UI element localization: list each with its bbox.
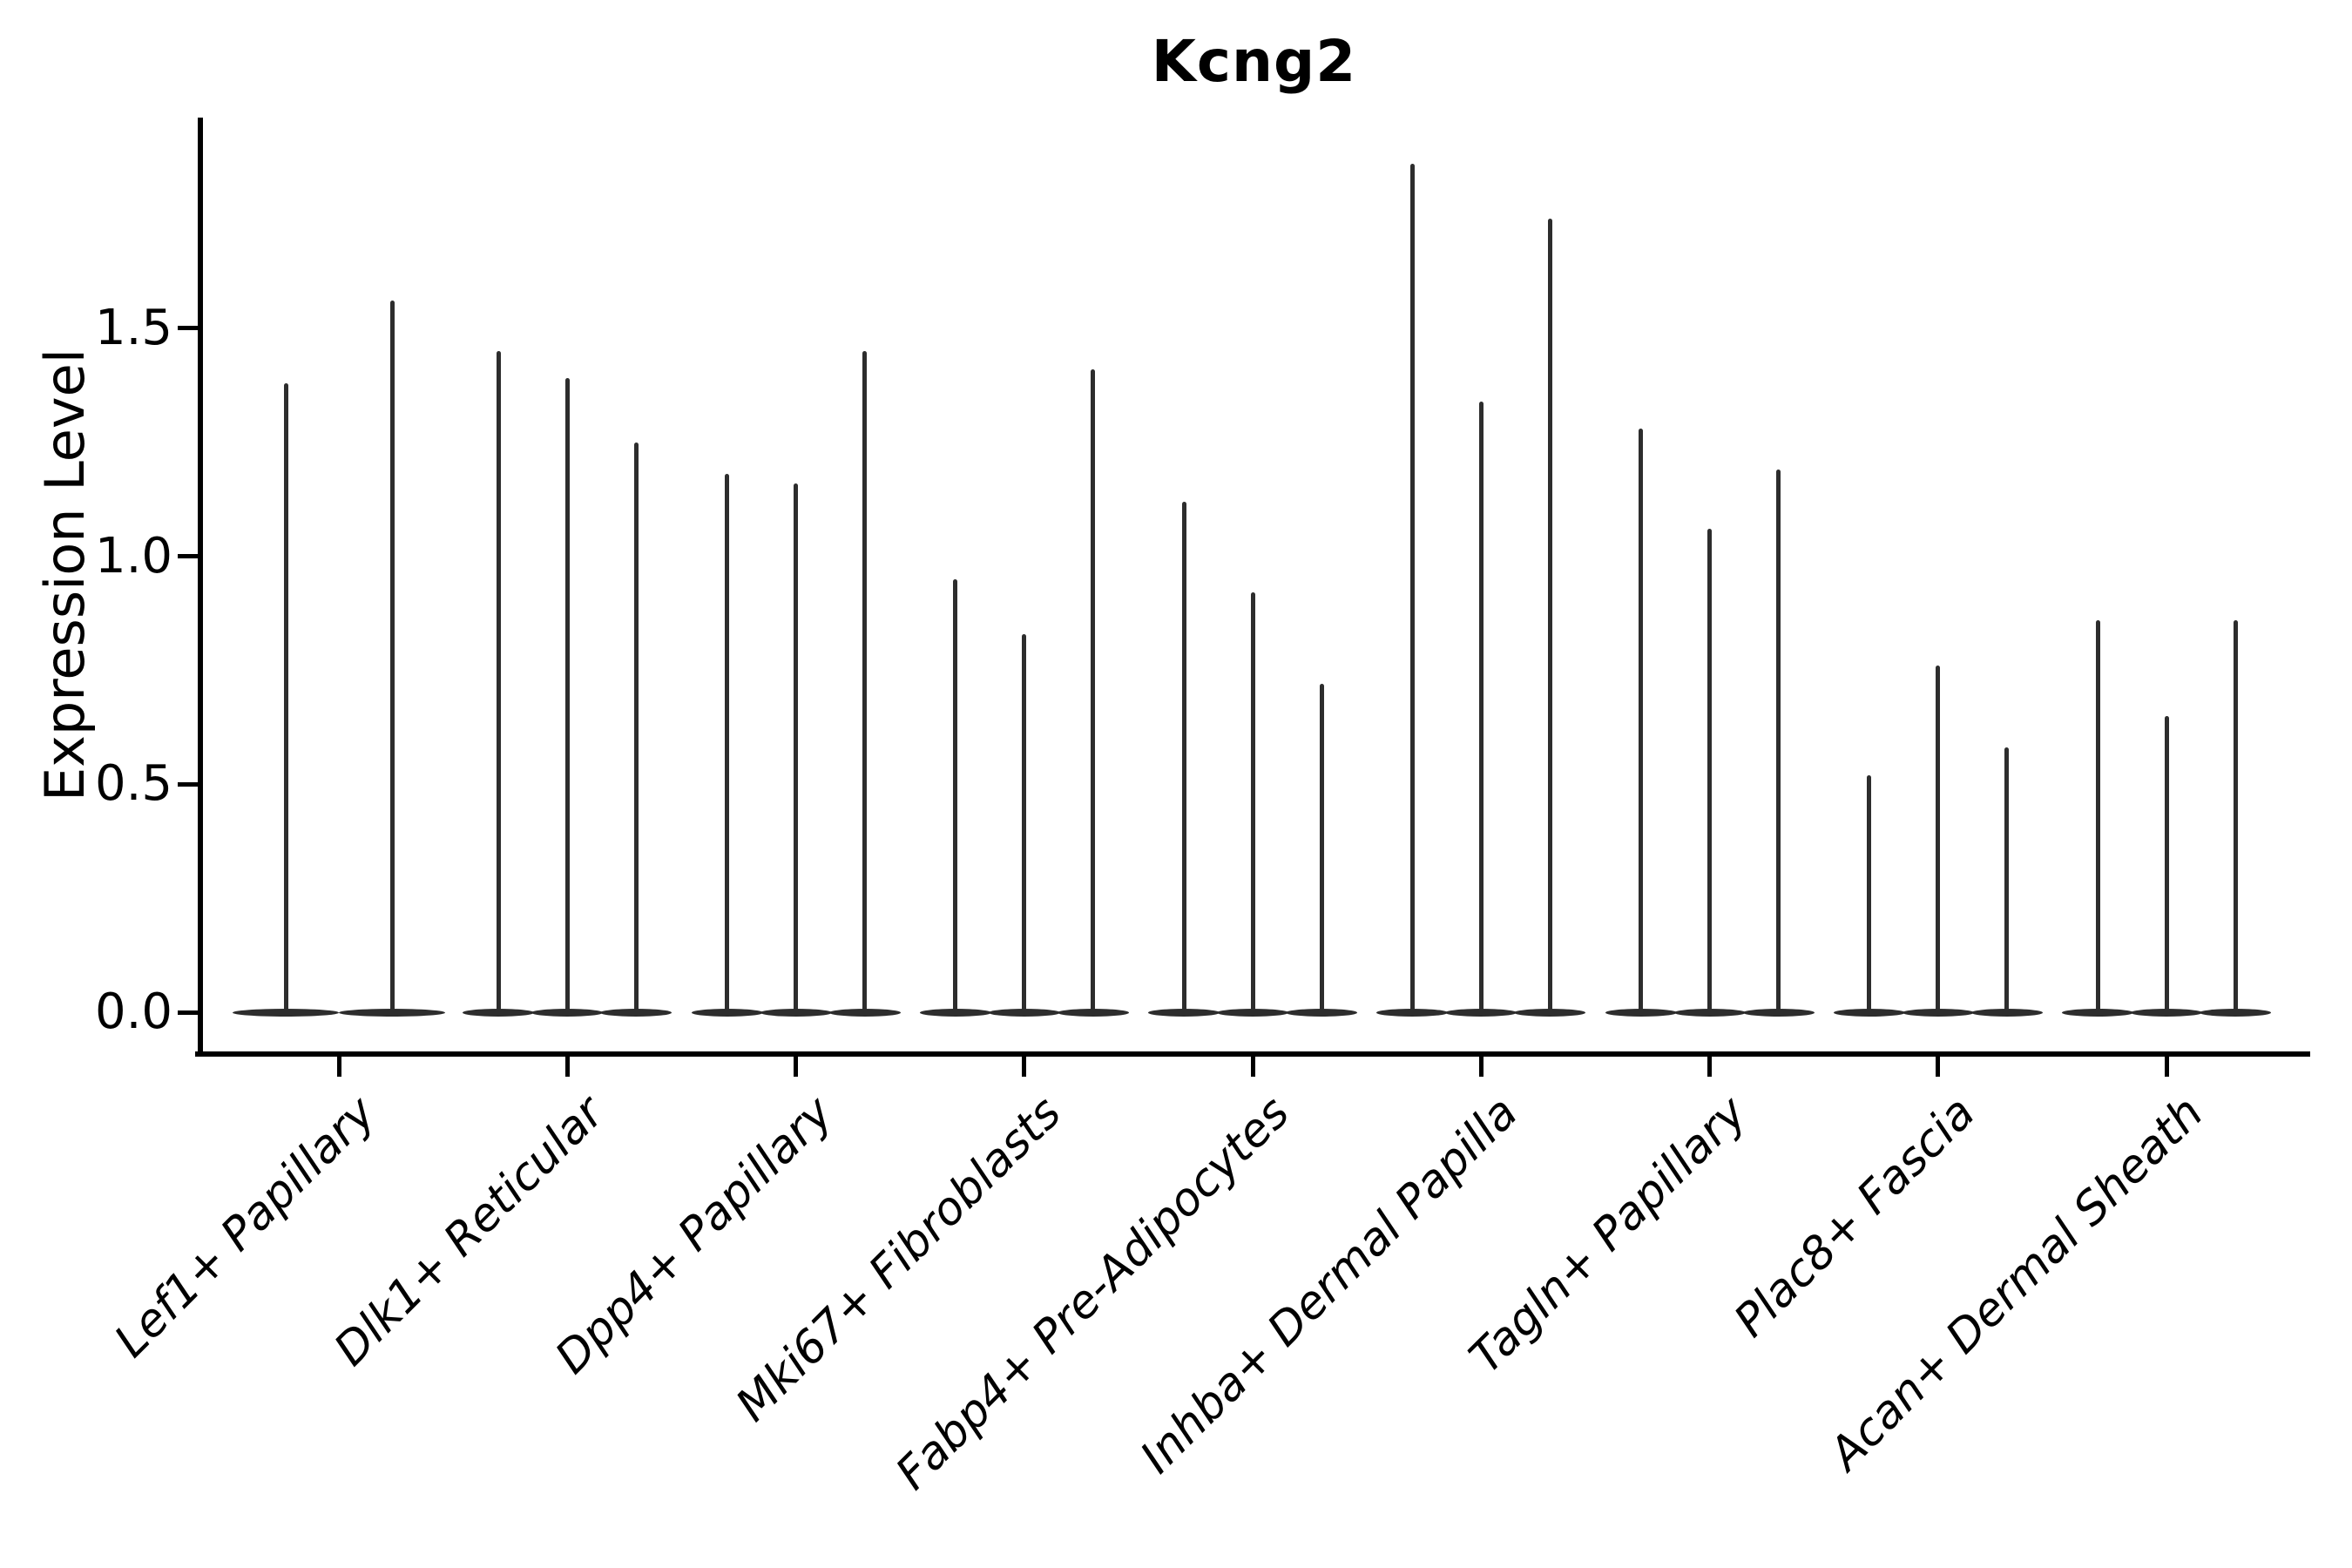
violin-base <box>1833 1008 1905 1017</box>
violin-base <box>2200 1008 2271 1017</box>
violin-base <box>2131 1008 2202 1017</box>
violin-base <box>1605 1008 1677 1017</box>
violin-base <box>1148 1008 1220 1017</box>
violin-spike <box>1776 470 1781 1016</box>
x-axis-spine <box>195 1051 2310 1057</box>
y-tick-label: 0.0 <box>94 983 172 1040</box>
violin-spike <box>2164 715 2169 1016</box>
violin-spike <box>2233 619 2238 1016</box>
x-tick <box>794 1057 798 1077</box>
y-tick <box>178 326 198 331</box>
violin-base <box>1376 1008 1449 1017</box>
violin-spike <box>725 474 729 1016</box>
violin-spike <box>1319 684 1324 1016</box>
violin-base <box>1742 1008 1815 1017</box>
violin-spike <box>1707 529 1712 1016</box>
violin-base <box>1057 1008 1129 1017</box>
violin-spike <box>1547 219 1552 1016</box>
violin-base <box>760 1008 832 1017</box>
violin-base <box>828 1008 901 1017</box>
violin-spike <box>1022 633 1027 1016</box>
violin-spike <box>862 351 867 1016</box>
violin-base <box>1514 1008 1586 1017</box>
x-tick <box>564 1057 570 1077</box>
violin-spike <box>2095 619 2100 1016</box>
y-tick-label: 1.0 <box>94 527 172 585</box>
violin-base <box>1673 1008 1746 1017</box>
violin-base <box>1445 1008 1517 1017</box>
violin-spike <box>1091 369 1096 1016</box>
x-tick <box>1250 1057 1255 1077</box>
violin-base <box>339 1008 445 1017</box>
violin-spike <box>953 578 958 1016</box>
violin-spike <box>389 301 395 1016</box>
x-tick <box>1022 1057 1027 1077</box>
violin-base <box>233 1008 339 1017</box>
y-tick <box>178 781 198 787</box>
y-tick <box>178 554 198 559</box>
violin-base <box>919 1008 991 1017</box>
violin-base <box>600 1008 672 1017</box>
violin-spike <box>496 351 501 1016</box>
x-tick <box>1936 1057 1941 1077</box>
violin-spike <box>1181 501 1186 1016</box>
violin-base <box>2062 1008 2133 1017</box>
violin-base <box>1902 1008 1974 1017</box>
violin-base <box>463 1008 535 1017</box>
violin-base <box>1286 1008 1357 1017</box>
y-tick <box>178 1010 198 1015</box>
y-tick-label: 0.5 <box>94 755 172 813</box>
violin-spike <box>1250 592 1255 1016</box>
violin-spike <box>1867 774 1872 1016</box>
violin-spike <box>283 382 288 1016</box>
violin-base <box>1217 1008 1288 1017</box>
violin-spike <box>564 378 570 1016</box>
violin-spike <box>1478 401 1484 1016</box>
x-tick <box>1707 1057 1712 1077</box>
violin-spike <box>794 483 798 1016</box>
violin-spike <box>1639 429 1643 1016</box>
x-tick <box>336 1057 341 1077</box>
violin-base <box>1970 1008 2043 1017</box>
violin-base <box>531 1008 604 1017</box>
violin-spike <box>1936 666 1941 1016</box>
violin-spike <box>1409 164 1415 1016</box>
y-tick-label: 1.5 <box>94 299 172 356</box>
chart-title: Kcng2 <box>1151 28 1357 95</box>
y-axis-spine <box>198 118 203 1057</box>
x-tick <box>2164 1057 2169 1077</box>
violin-base <box>691 1008 763 1017</box>
x-tick <box>1478 1057 1484 1077</box>
violin-base <box>988 1008 1060 1017</box>
violin-spike <box>633 442 639 1016</box>
violin-spike <box>2004 747 2010 1016</box>
